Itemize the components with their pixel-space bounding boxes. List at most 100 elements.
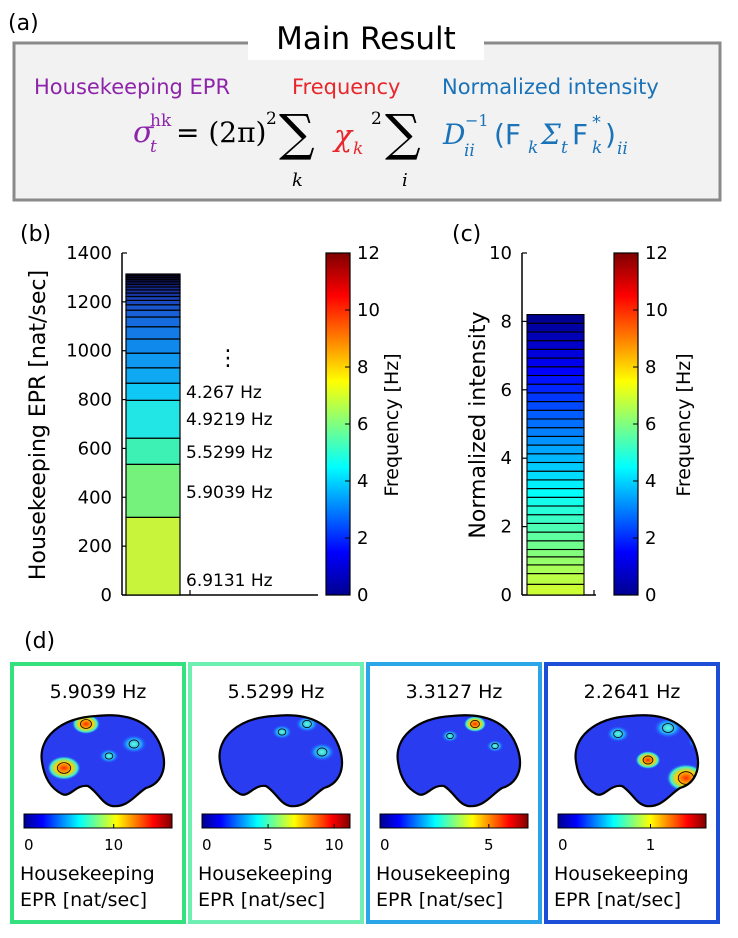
intensity-colorbar-tick-label: 8 [645,357,656,378]
f-star-superscript: * [592,112,601,133]
brain-contour [642,755,654,765]
intensity-segment-27 [526,357,585,368]
brain-contour [104,752,114,760]
epr-segment-1 [125,516,181,596]
sigma-t-symbol: Σ [540,118,561,151]
brain-colorbar [23,813,173,829]
brain-colorbar-tick-label: 10 [325,836,344,854]
intensity-segment-32 [526,314,585,324]
intensity-segment-19 [526,427,585,437]
brain-colorbar-tick-label: 0 [202,836,212,854]
epr-freq-label-4: 5.9039 Hz [186,483,273,503]
epr-segment-4 [125,399,181,439]
brain-contour [316,747,328,757]
epr-segment-9 [125,326,181,340]
brain-caption-line-2: EPR [nat/sec] [376,889,503,911]
brain-outline [396,714,522,808]
brain-contour [80,719,92,729]
close-paren: ) [605,118,616,151]
brain-outline [218,714,344,808]
brain-hotspot [463,716,487,732]
panel-d-label: (d) [24,629,55,654]
sigma-t-subscript: t [561,138,568,158]
brain-contour [491,742,499,750]
brain-colorbar-tick-label: 0 [558,836,568,854]
f-star: F [572,118,588,151]
intensity-colorbar-tick-label: 2 [645,528,656,549]
epr-segment-23 [125,273,181,277]
sum-k-symbol: ∑ [279,104,315,162]
epr-tick-label: 800 [78,390,112,411]
intensity-colorbar-tick-label: 6 [645,414,656,435]
intensity-term-label: Normalized intensity [442,75,659,99]
epr-tick-label: 400 [78,487,112,508]
epr-colorbar-tick-label: 6 [357,414,368,435]
sigma-superscript: hk [150,111,172,131]
epr-tick-label: 0 [101,585,112,606]
result-title-bg [248,24,484,60]
brain-colorbar [379,813,529,829]
brain-colorbar [201,813,351,829]
intensity-segment-7 [526,531,585,542]
epr-segment-10 [125,316,181,328]
brain-caption-line-1: Housekeeping [376,863,511,885]
brain-contour [446,732,454,740]
epr-segment-5 [125,382,181,401]
brain-hotspot [606,726,630,742]
epr-frequency-colorbar: Frequency [Hz] 0 2 4 6 8 10 12 [325,243,403,606]
panel-c-ylabel: Normalized intensity [466,311,491,538]
epr-segment-12 [125,304,181,311]
brain-contour [57,762,72,774]
brain-card-2: 5.5299 Hz 0 5 10 Housekeeping EPR [nat/sec] [188,662,364,924]
epr-segment-13 [125,299,181,306]
intensity-segment-31 [526,322,585,333]
intensity-segment-15 [526,461,585,472]
intensity-segment-5 [526,548,585,558]
intensity-segment-25 [526,374,585,385]
intensity-stack-segments [526,314,585,596]
brain-card-frequency: 3.3127 Hz [406,681,503,703]
sigma-symbol: σ [133,115,155,150]
epr-segment-8 [125,338,181,354]
square-exponent: 2 [266,109,277,129]
epr-stacked-bar-chart: Housekeeping EPR [nat/sec] 0 200 400 600 800… [26,243,318,606]
intensity-colorbar-tick-label: 0 [645,585,656,606]
sum-i-index: i [402,170,408,191]
intensity-segment-11 [526,496,585,507]
d-subscript: ii [464,141,475,161]
intensity-segment-12 [526,488,585,498]
epr-freq-label-1: 4.267 Hz [186,383,262,403]
brain-card-3: 3.3127 Hz 0 5 Housekeeping EPR [nat/sec] [366,662,542,924]
sum-k-index: k [292,170,303,191]
f-subscript: k [528,138,538,158]
epr-tick-label: 1400 [66,243,112,264]
brain-contour [470,720,480,729]
intensity-tick-label: 6 [501,380,512,401]
brain-card-frequency: 5.5299 Hz [228,681,325,703]
epr-segment-6 [125,367,181,384]
brain-caption-line-1: Housekeeping [554,863,689,885]
intensity-segment-29 [526,340,585,350]
equals-two-pi: = (2π) [176,116,266,149]
epr-tick-label: 600 [78,438,112,459]
panel-b-label: (b) [20,222,51,247]
brain-colorbar-tick-label: 0 [24,836,34,854]
brain-caption-line-2: EPR [nat/sec] [198,889,325,911]
intensity-segment-6 [526,540,585,551]
epr-colorbar-label: Frequency [Hz] [381,353,403,496]
intensity-colorbar-tick-label: 4 [645,471,656,492]
intensity-segment-21 [526,409,585,420]
chi-symbol: χ [332,119,354,154]
intensity-stacked-bar-chart: Normalized intensity 0 2 4 6 8 10 [466,243,596,606]
open-f: (F [494,118,521,151]
brain-card-1: 5.9039 Hz 0 10 Housekeeping EPR [nat/sec] [10,662,186,924]
intensity-segment-1 [526,583,585,596]
epr-segment-2 [125,463,181,518]
brain-hotspot [309,743,335,761]
intensity-colorbar-tick-label: 10 [645,300,668,321]
brain-outline [574,714,700,808]
chi-subscript: k [353,139,363,159]
intensity-colorbar-tick-label: 12 [645,243,668,264]
